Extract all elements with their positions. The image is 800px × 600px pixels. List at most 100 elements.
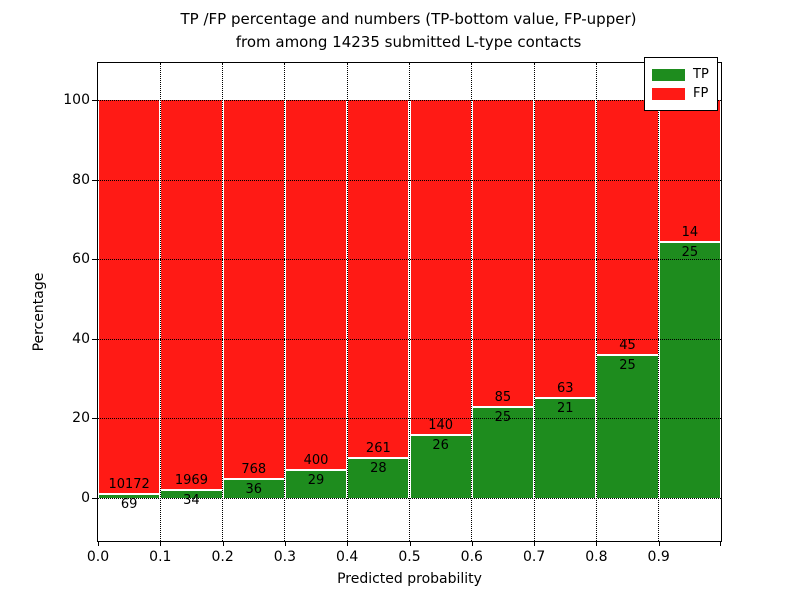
x-axis-tick: [658, 541, 660, 546]
x-tick-label: 0.1: [149, 549, 172, 565]
vertical-gridline: [346, 63, 348, 541]
bar: [472, 100, 534, 498]
fp-count-label: 1969: [174, 473, 208, 489]
y-tick-label: 40: [72, 330, 90, 347]
vertical-gridline: [222, 63, 224, 541]
tp-count-label: 36: [245, 482, 263, 498]
bar: [535, 100, 596, 498]
bar: [597, 100, 658, 498]
bar-tp-segment: [659, 242, 720, 498]
horizontal-gridline: [98, 338, 721, 340]
tp-count-label: 34: [183, 493, 200, 509]
horizontal-gridline: [98, 418, 721, 420]
bar-fp-segment: [161, 100, 222, 492]
vertical-gridline: [595, 63, 597, 541]
fp-count-label: 140: [428, 417, 454, 433]
legend-item-tp: TP: [652, 66, 710, 83]
fp-count-label: 768: [241, 462, 267, 478]
bar-tp-segment: [161, 491, 222, 498]
horizontal-gridline: [98, 179, 721, 181]
x-tick-label: 0.5: [398, 549, 421, 565]
legend-item-fp: FP: [652, 85, 710, 102]
vertical-gridline: [471, 63, 473, 541]
y-axis-tick: [91, 498, 97, 499]
bar-fp-segment: [99, 100, 160, 496]
tp-count-label: 29: [307, 473, 325, 489]
y-tick-label: 0: [81, 490, 90, 506]
vertical-gridline: [658, 63, 660, 541]
legend-label-tp: TP: [693, 67, 709, 82]
x-tick-label: 0.9: [647, 549, 670, 565]
y-axis-label: Percentage: [31, 272, 47, 352]
bar-fp-segment: [472, 100, 534, 408]
vertical-gridline: [284, 63, 286, 541]
x-axis-tick: [409, 541, 411, 546]
bar-fp-segment: [223, 100, 284, 481]
vertical-gridline: [409, 63, 410, 541]
legend-label-fp: FP: [693, 86, 709, 101]
y-axis-tick: [91, 100, 97, 101]
x-axis-tick: [720, 541, 721, 546]
tp-count-label: 21: [556, 400, 574, 416]
x-tick-label: 0.3: [273, 549, 297, 565]
tp-count-label: 69: [120, 497, 138, 513]
tp-count-label: 25: [681, 244, 699, 260]
tp-count-label: 25: [494, 409, 512, 425]
fp-count-label: 10172: [108, 477, 150, 493]
bar-tp-segment: [597, 355, 658, 498]
bar-tp-segment: [535, 398, 596, 498]
bar-tp-segment: [285, 471, 347, 498]
x-axis-tick: [471, 541, 473, 546]
bar-fp-segment: [535, 100, 596, 399]
bar: [348, 100, 409, 498]
bar-fp-segment: [597, 100, 658, 356]
bar-tp-segment: [410, 435, 471, 498]
tp-count-label: 26: [432, 437, 449, 453]
fp-count-label: 400: [303, 453, 329, 469]
x-tick-label: 0.8: [585, 549, 608, 565]
bar-tp-segment: [472, 407, 534, 498]
bar-fp-segment: [285, 100, 347, 472]
horizontal-gridline: [98, 498, 721, 499]
bar-tp-segment: [223, 480, 284, 498]
x-tick-label: 0.0: [86, 549, 110, 565]
x-axis-tick: [160, 541, 162, 546]
bar: [161, 100, 222, 498]
y-axis-tick: [91, 338, 97, 340]
fp-count-label: 261: [365, 441, 391, 457]
fp-count-label: 45: [619, 337, 636, 353]
fp-count-label: 14: [681, 224, 699, 240]
chart-title-line2: from among 14235 submitted L-type contac…: [235, 33, 582, 51]
bar: [659, 100, 720, 498]
bar: [223, 100, 284, 498]
tp-count-label: 25: [619, 357, 636, 373]
fp-count-label: 85: [494, 389, 512, 405]
y-tick-label: 20: [72, 410, 90, 427]
y-axis-tick: [91, 179, 97, 181]
y-tick-label: 100: [63, 92, 90, 108]
bar-fp-segment: [348, 100, 409, 460]
x-tick-label: 0.2: [211, 549, 234, 565]
x-tick-label: 0.4: [336, 549, 359, 565]
plot-area: 10172 69 1969 34 768 36 400 29 261 28 140 26 85 25 63 2…: [31, 62, 722, 587]
fp-count-label: 63: [556, 380, 574, 396]
chart-title-line1: TP /FP percentage and numbers (TP-bottom…: [180, 10, 637, 28]
x-axis-tick: [222, 541, 224, 546]
bar-fp-segment: [659, 100, 720, 243]
bar: [285, 100, 347, 498]
vertical-gridline: [159, 63, 161, 541]
y-tick-label: 60: [72, 251, 90, 268]
vertical-gridline: [533, 63, 535, 541]
horizontal-gridline: [98, 100, 721, 101]
x-axis-tick: [534, 541, 536, 546]
x-axis-tick: [284, 541, 286, 546]
y-axis-tick: [91, 418, 97, 420]
bar: [99, 100, 160, 498]
x-axis-tick: [596, 541, 598, 546]
tp-count-label: 28: [370, 461, 387, 477]
horizontal-gridline: [98, 259, 721, 261]
x-axis-label: Predicted probability: [337, 571, 482, 587]
x-axis-tick: [347, 541, 349, 546]
x-axis-tick: [98, 541, 99, 546]
